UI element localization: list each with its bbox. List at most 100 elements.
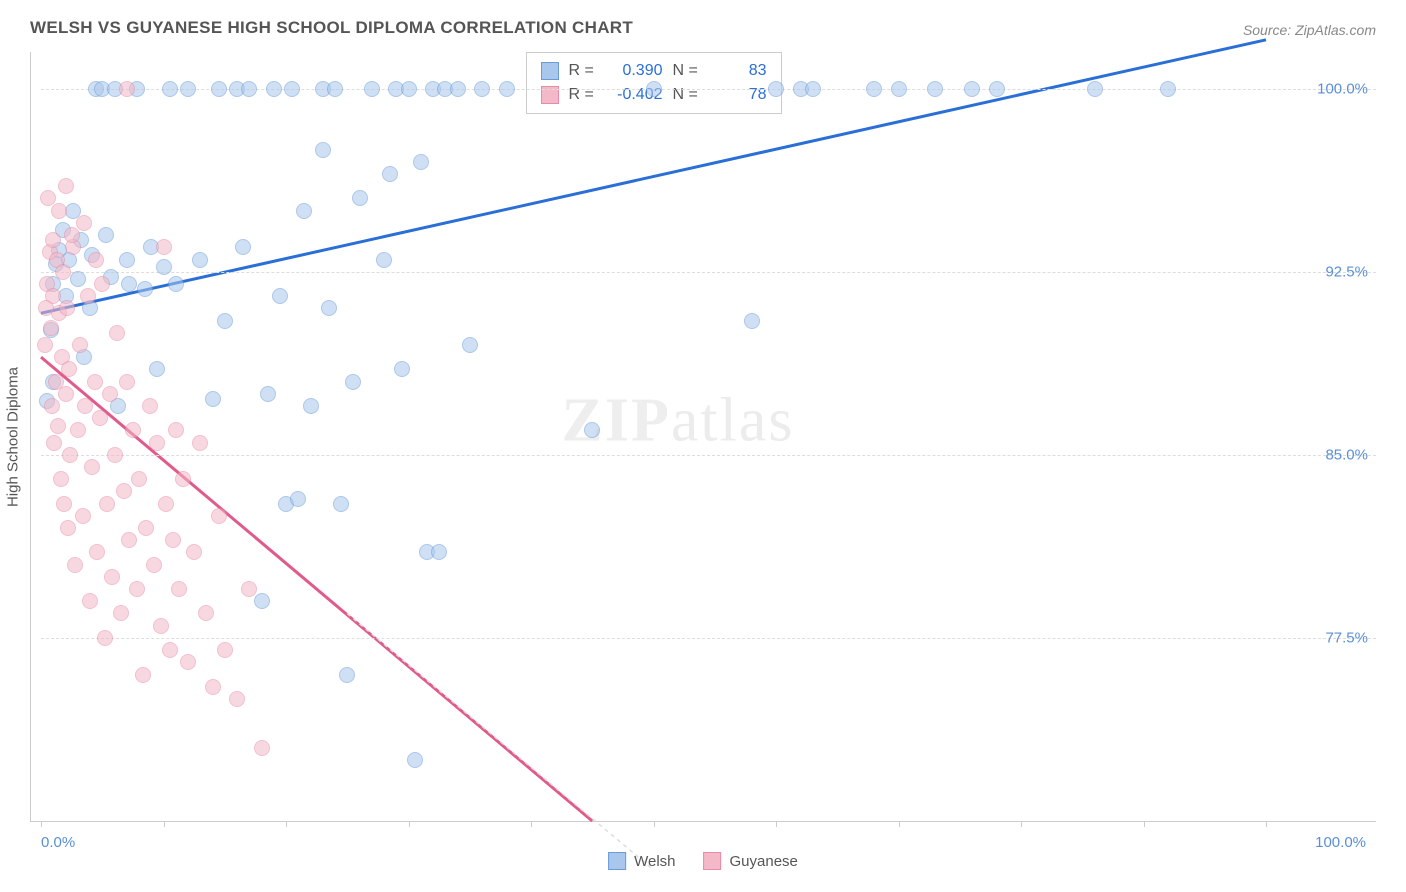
data-point <box>431 544 447 560</box>
plot-area: ZIPatlas R =0.390N =83R =-0.402N =78 77.… <box>41 52 1266 821</box>
data-point <box>156 259 172 275</box>
data-point <box>70 271 86 287</box>
data-point <box>107 447 123 463</box>
data-point <box>229 691 245 707</box>
data-point <box>50 418 66 434</box>
data-point <box>97 630 113 646</box>
gridline <box>41 455 1376 456</box>
data-point <box>290 491 306 507</box>
data-point <box>260 386 276 402</box>
x-tick <box>1266 821 1267 827</box>
data-point <box>450 81 466 97</box>
chart-container: High School Diploma ZIPatlas R =0.390N =… <box>30 52 1376 822</box>
data-point <box>205 679 221 695</box>
data-point <box>113 605 129 621</box>
data-point <box>156 239 172 255</box>
data-point <box>70 422 86 438</box>
data-point <box>211 508 227 524</box>
data-point <box>80 288 96 304</box>
data-point <box>125 422 141 438</box>
legend-label: Welsh <box>634 853 675 870</box>
data-point <box>64 227 80 243</box>
trend-line <box>41 357 592 821</box>
x-tick <box>1144 821 1145 827</box>
data-point <box>75 508 91 524</box>
data-point <box>272 288 288 304</box>
data-point <box>94 276 110 292</box>
data-point <box>333 496 349 512</box>
data-point <box>339 667 355 683</box>
x-axis-max-label: 100.0% <box>1315 834 1366 851</box>
trend-line-extrapolated <box>347 613 653 869</box>
data-point <box>92 410 108 426</box>
gridline <box>41 272 1376 273</box>
data-point <box>162 81 178 97</box>
data-point <box>407 752 423 768</box>
data-point <box>135 667 151 683</box>
data-point <box>165 532 181 548</box>
data-point <box>102 386 118 402</box>
data-point <box>149 361 165 377</box>
data-point <box>62 447 78 463</box>
data-point <box>235 239 251 255</box>
x-tick <box>531 821 532 827</box>
data-point <box>254 593 270 609</box>
data-point <box>462 337 478 353</box>
data-point <box>217 313 233 329</box>
data-point <box>72 337 88 353</box>
data-point <box>1160 81 1176 97</box>
stat-r-value: 0.390 <box>607 59 663 83</box>
data-point <box>315 142 331 158</box>
x-tick <box>41 821 42 827</box>
y-tick-label: 100.0% <box>1317 80 1368 97</box>
source-attribution: Source: ZipAtlas.com <box>1243 22 1376 38</box>
data-point <box>345 374 361 390</box>
x-tick <box>286 821 287 827</box>
data-point <box>58 386 74 402</box>
x-tick <box>1021 821 1022 827</box>
data-point <box>98 227 114 243</box>
data-point <box>266 81 282 97</box>
data-point <box>499 81 515 97</box>
data-point <box>474 81 490 97</box>
data-point <box>61 361 77 377</box>
data-point <box>53 471 69 487</box>
data-point <box>198 605 214 621</box>
data-point <box>60 520 76 536</box>
data-point <box>153 618 169 634</box>
stat-r-label: R = <box>569 83 597 107</box>
data-point <box>254 740 270 756</box>
data-point <box>768 81 784 97</box>
stat-n-value: 83 <box>711 59 767 83</box>
data-point <box>217 642 233 658</box>
chart-title: WELSH VS GUYANESE HIGH SCHOOL DIPLOMA CO… <box>30 18 633 38</box>
data-point <box>205 391 221 407</box>
data-point <box>149 435 165 451</box>
data-point <box>104 569 120 585</box>
data-point <box>352 190 368 206</box>
data-point <box>376 252 392 268</box>
data-point <box>46 435 62 451</box>
data-point <box>327 81 343 97</box>
data-point <box>180 654 196 670</box>
data-point <box>51 203 67 219</box>
data-point <box>241 581 257 597</box>
data-point <box>186 544 202 560</box>
legend-label: Guyanese <box>730 853 798 870</box>
legend-swatch <box>704 852 722 870</box>
data-point <box>1087 81 1103 97</box>
data-point <box>866 81 882 97</box>
legend-item: Welsh <box>608 852 675 870</box>
data-point <box>171 581 187 597</box>
data-point <box>211 81 227 97</box>
x-tick <box>776 821 777 827</box>
data-point <box>84 459 100 475</box>
data-point <box>192 252 208 268</box>
series-swatch <box>541 62 559 80</box>
data-point <box>168 422 184 438</box>
data-point <box>321 300 337 316</box>
x-tick <box>409 821 410 827</box>
data-point <box>56 496 72 512</box>
x-axis-min-label: 0.0% <box>41 834 75 851</box>
legend: Welsh Guyanese <box>608 852 798 870</box>
